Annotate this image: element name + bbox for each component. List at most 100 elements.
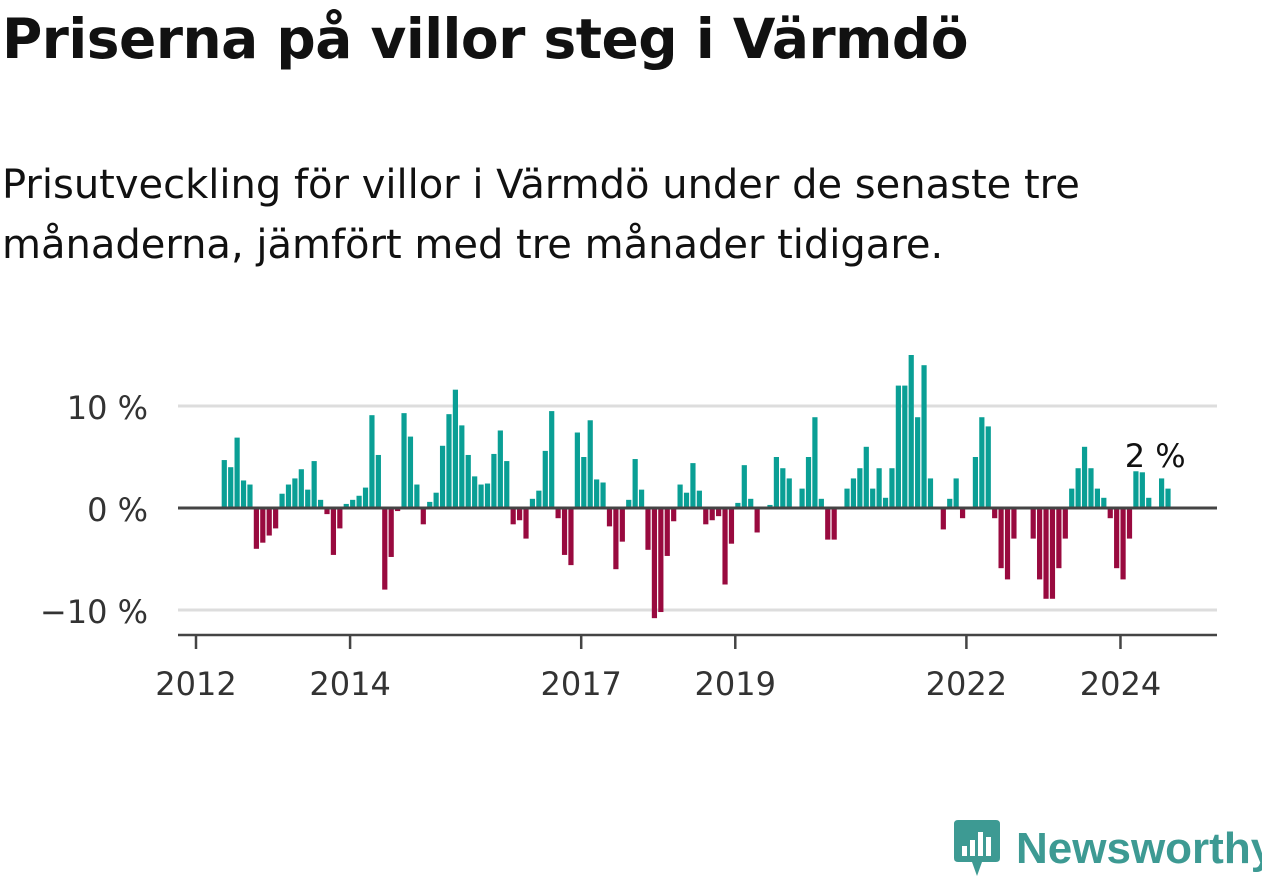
bar bbox=[260, 508, 266, 543]
bar bbox=[735, 502, 741, 508]
bar bbox=[549, 411, 555, 508]
bar bbox=[350, 499, 356, 508]
bar bbox=[1133, 471, 1139, 508]
bar bbox=[555, 508, 561, 519]
bar bbox=[452, 389, 458, 508]
bar bbox=[420, 508, 426, 525]
bar bbox=[478, 484, 484, 508]
bar bbox=[677, 484, 683, 508]
bar bbox=[857, 468, 863, 508]
bar bbox=[1062, 508, 1068, 539]
bar bbox=[927, 478, 934, 508]
bar bbox=[1126, 508, 1133, 539]
bar bbox=[382, 508, 388, 590]
x-axis-ticks: 2012 2014 2017 2019 2022 2024 bbox=[155, 635, 1161, 703]
x-tick-label: 2022 bbox=[926, 665, 1007, 703]
bar bbox=[895, 385, 901, 508]
bar bbox=[683, 492, 690, 508]
bar bbox=[465, 454, 471, 508]
x-tick-label: 2012 bbox=[155, 665, 236, 703]
bar bbox=[305, 489, 311, 508]
bar bbox=[472, 476, 478, 508]
y-tick-label: −10 % bbox=[40, 593, 148, 631]
y-axis-ticks: 10 % 0 % −10 % bbox=[40, 389, 148, 631]
bar bbox=[876, 468, 882, 508]
bar bbox=[1037, 508, 1043, 580]
bar bbox=[1159, 478, 1165, 508]
bar bbox=[292, 478, 298, 508]
chart-title: Priserna på villor steg i Värmdö bbox=[2, 7, 969, 71]
bar bbox=[529, 498, 536, 508]
bar bbox=[510, 508, 516, 525]
bar bbox=[401, 413, 407, 508]
bar bbox=[594, 479, 600, 508]
chart-subtitle: Prisutveckling för villor i Värmdö under… bbox=[2, 162, 1080, 268]
bar bbox=[517, 508, 523, 521]
bar bbox=[915, 417, 921, 508]
bar bbox=[703, 508, 709, 525]
bar bbox=[240, 480, 247, 508]
bar bbox=[221, 460, 227, 508]
bar bbox=[446, 414, 452, 508]
bar bbox=[407, 436, 414, 508]
bar bbox=[228, 467, 234, 508]
bar bbox=[542, 450, 548, 508]
bar bbox=[1004, 508, 1011, 580]
bar bbox=[870, 488, 876, 508]
bar bbox=[414, 484, 420, 508]
bar bbox=[728, 508, 735, 544]
bar bbox=[1043, 508, 1049, 599]
bar bbox=[459, 425, 465, 508]
y-tick-label: 10 % bbox=[67, 389, 148, 427]
bar bbox=[863, 446, 869, 508]
newsworthy-icon bbox=[954, 820, 1000, 876]
bar bbox=[985, 426, 991, 508]
bar bbox=[1165, 488, 1171, 508]
bar bbox=[908, 355, 914, 508]
bar bbox=[574, 432, 580, 508]
bar bbox=[619, 508, 625, 542]
bar bbox=[626, 499, 632, 508]
bar bbox=[523, 508, 529, 539]
bar bbox=[850, 478, 857, 508]
y-tick-label: 0 % bbox=[87, 491, 148, 529]
bar bbox=[773, 457, 779, 508]
bar bbox=[606, 508, 613, 527]
bar bbox=[581, 457, 587, 508]
bar bbox=[1081, 446, 1088, 508]
last-value-annotation: 2 % bbox=[1125, 437, 1186, 475]
bar bbox=[889, 468, 895, 508]
bar bbox=[1139, 472, 1145, 508]
bar bbox=[587, 420, 593, 508]
bar bbox=[298, 469, 304, 508]
bar bbox=[638, 489, 645, 508]
bar bbox=[504, 461, 510, 508]
bar bbox=[651, 508, 658, 619]
bar bbox=[671, 508, 677, 522]
bar bbox=[497, 430, 503, 508]
bar bbox=[844, 488, 850, 508]
bar bbox=[754, 508, 760, 533]
bar bbox=[1011, 508, 1017, 539]
bar bbox=[786, 478, 792, 508]
bar bbox=[266, 508, 272, 536]
bar bbox=[716, 508, 722, 517]
bar bbox=[600, 482, 606, 508]
bar bbox=[433, 492, 439, 508]
bar bbox=[812, 417, 818, 508]
bar bbox=[362, 487, 369, 508]
bar bbox=[658, 508, 664, 613]
bar bbox=[1030, 508, 1036, 539]
bar bbox=[356, 495, 362, 508]
bar bbox=[273, 508, 279, 529]
bar bbox=[902, 385, 908, 508]
bar bbox=[285, 484, 292, 508]
bar bbox=[709, 508, 715, 521]
bar bbox=[1049, 508, 1056, 599]
bar bbox=[317, 499, 324, 508]
bar bbox=[664, 508, 670, 556]
bar bbox=[247, 484, 253, 508]
x-tick-label: 2024 bbox=[1080, 665, 1161, 703]
bar bbox=[818, 498, 824, 508]
